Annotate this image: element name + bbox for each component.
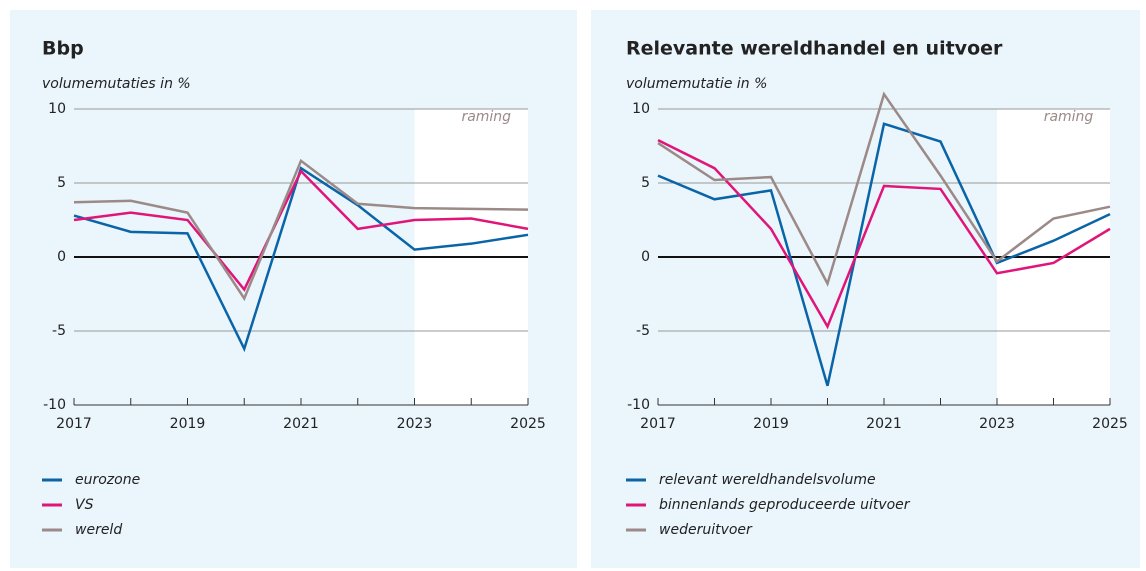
y-tick-label: -5: [52, 323, 66, 339]
legend-label: wederuitvoer: [659, 522, 753, 538]
y-tick-label: -10: [627, 397, 650, 413]
x-tick-label: 2023: [979, 416, 1015, 432]
x-tick-label: 2017: [640, 416, 676, 432]
series-line: [73, 169, 529, 292]
y-tick-label: 0: [57, 249, 66, 265]
series-line: [657, 91, 1111, 287]
chart-title: Bbp: [42, 38, 84, 60]
y-tick-label: -10: [43, 397, 66, 413]
x-tick-label: 2021: [866, 416, 902, 432]
legend-label: binnenlands geproduceerde uitvoer: [659, 497, 911, 513]
chart-title: Relevante wereldhandel en uitvoer: [626, 38, 1003, 60]
x-tick-label: 2017: [56, 416, 92, 432]
chart-subtitle: volumemutatie in %: [626, 76, 767, 92]
x-tick-label: 2019: [753, 416, 789, 432]
series-line: [657, 122, 1111, 387]
chart-subtitle: volumemutaties in %: [42, 76, 191, 92]
legend-label: VS: [75, 497, 94, 513]
y-tick-label: 0: [641, 249, 650, 265]
x-tick-label: 2023: [397, 416, 433, 432]
forecast-label: raming: [1044, 109, 1094, 125]
series-line: [657, 138, 1111, 330]
legend-label: wereld: [75, 522, 122, 538]
y-tick-label: 10: [632, 101, 650, 117]
x-tick-label: 2025: [510, 416, 546, 432]
y-tick-label: 5: [57, 175, 66, 191]
y-tick-label: 10: [48, 101, 66, 117]
x-tick-label: 2025: [1092, 416, 1128, 432]
series-line: [73, 158, 529, 302]
x-tick-label: 2019: [170, 416, 206, 432]
legend-label: eurozone: [75, 472, 140, 488]
legend-label: relevant wereldhandelsvolume: [659, 472, 876, 488]
x-tick-label: 2021: [283, 416, 319, 432]
y-tick-label: 5: [641, 175, 650, 191]
forecast-label: raming: [461, 109, 511, 125]
series-line: [73, 166, 529, 353]
y-tick-label: -5: [636, 323, 650, 339]
